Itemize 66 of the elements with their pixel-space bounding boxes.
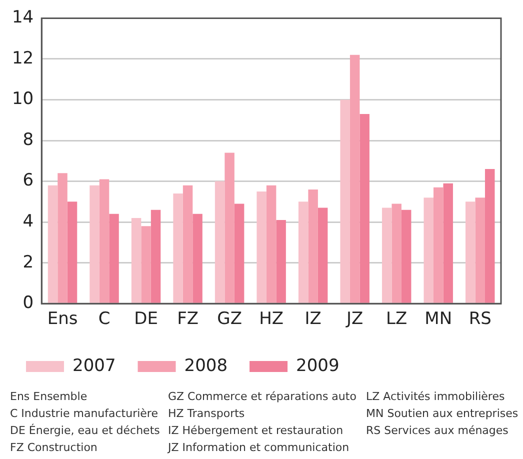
bar <box>318 208 328 303</box>
bar <box>424 198 434 303</box>
bar <box>131 218 142 303</box>
bar <box>99 179 110 303</box>
bar <box>173 194 183 303</box>
bar <box>266 185 276 303</box>
x-tick-label: DE <box>134 309 158 330</box>
text: C Industrie manufacturière <box>10 407 159 422</box>
text: JZ Information et communication <box>168 441 350 456</box>
x-tick-label: LZ <box>386 309 408 330</box>
bar <box>443 183 453 303</box>
bar <box>466 202 476 303</box>
legend-label: 2007 <box>72 356 116 376</box>
bar <box>109 214 119 303</box>
text: FZ Construction <box>10 441 98 456</box>
bar <box>234 204 244 303</box>
bar <box>340 100 350 303</box>
y-tick-label: 2 <box>22 252 34 272</box>
y-tick-label: 0 <box>22 293 34 314</box>
x-tick-label: Ens <box>47 309 78 330</box>
x-tick-label: C <box>98 309 110 330</box>
x-tick-label: JZ <box>346 309 364 330</box>
text: GZ Commerce et réparations auto <box>168 390 358 405</box>
y-tick-label: 10 <box>12 89 34 110</box>
bar <box>350 54 360 303</box>
text: RS Services aux ménages <box>366 424 510 439</box>
text: HZ Transports <box>168 407 246 422</box>
text: IZ Hébergement et restauration <box>168 424 344 439</box>
bar <box>150 210 161 303</box>
text: MN Soutien aux entreprises <box>366 407 518 422</box>
bar <box>48 185 58 303</box>
bar <box>224 152 234 303</box>
bar <box>192 214 202 303</box>
bar <box>433 187 444 303</box>
bar <box>90 185 100 303</box>
bar <box>360 114 370 303</box>
bar <box>401 210 412 303</box>
x-tick-label: RS <box>468 309 492 330</box>
text: DE Énergie, eau et déchets <box>10 424 161 439</box>
bar <box>58 173 68 303</box>
bar <box>308 189 318 303</box>
x-tick-label: IZ <box>304 309 322 330</box>
bar <box>276 220 286 303</box>
bar <box>256 191 266 303</box>
bar <box>475 198 485 303</box>
y-tick-label: 6 <box>22 170 34 191</box>
bar <box>141 226 151 303</box>
bar <box>214 181 225 303</box>
legend-label: 2009 <box>296 356 340 376</box>
y-tick-label: 4 <box>22 211 34 232</box>
x-tick-label: HZ <box>259 309 284 330</box>
y-tick-label: 14 <box>12 8 34 28</box>
text: Ens Ensemble <box>10 390 88 405</box>
bar <box>67 202 78 303</box>
bar <box>382 208 392 303</box>
y-tick-label: 8 <box>22 130 34 150</box>
x-tick-label: FZ <box>177 309 199 330</box>
legend-label: 2008 <box>184 356 228 376</box>
text: LZ Activités immobilières <box>366 390 506 405</box>
bar <box>392 204 402 303</box>
bar <box>182 185 193 303</box>
bar <box>484 169 495 303</box>
bar <box>298 202 308 303</box>
x-tick-label: GZ <box>217 309 242 330</box>
x-tick-label: MN <box>424 309 452 330</box>
y-tick-label: 12 <box>12 48 34 68</box>
